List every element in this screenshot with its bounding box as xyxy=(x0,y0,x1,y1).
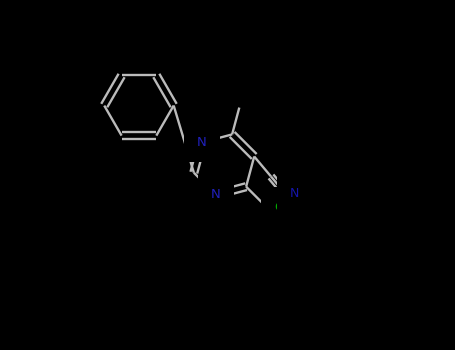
Text: Cl: Cl xyxy=(274,201,288,214)
Text: N: N xyxy=(290,187,299,200)
Text: N: N xyxy=(211,188,221,201)
Text: N: N xyxy=(197,136,207,149)
